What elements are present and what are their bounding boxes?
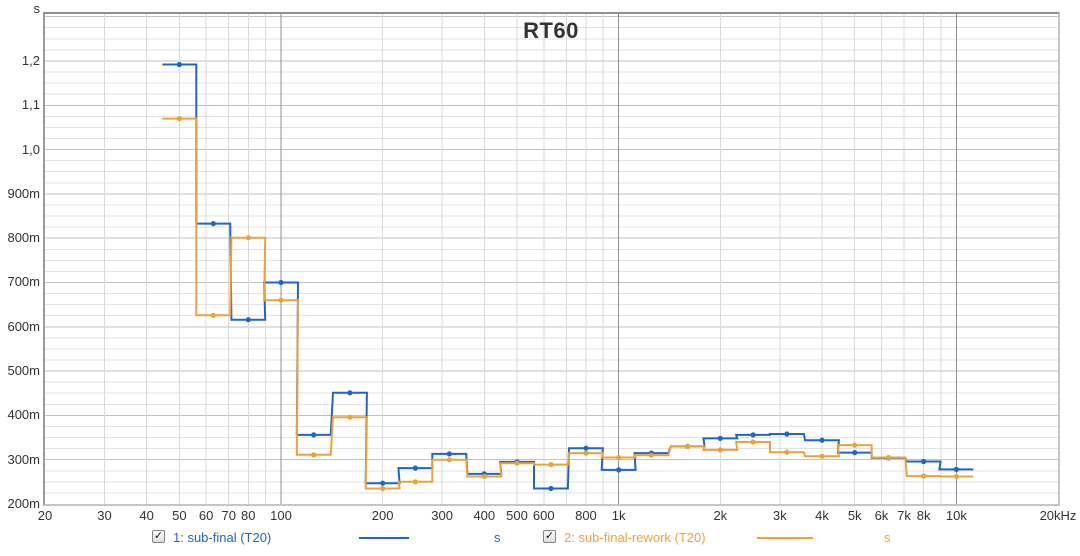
x-tick-label: 800 — [575, 508, 597, 523]
y-tick-label: 900m — [7, 185, 40, 201]
x-tick-label: 600 — [532, 508, 555, 523]
y-tick-label: 1,1 — [21, 97, 40, 113]
y-tick-label: 400m — [7, 407, 40, 423]
y-axis-unit-label: s — [33, 1, 41, 16]
legend: ✓ 1: sub-final (T20) s ✓ 2: sub-final-re… — [0, 526, 1080, 552]
legend-unit-trace1: s — [494, 530, 501, 545]
legend-label-trace1[interactable]: 1: sub-final (T20) — [173, 530, 272, 545]
x-tick-label: 60 — [198, 508, 214, 523]
x-tick-label: 300 — [431, 508, 453, 523]
chart-title: RT60 — [523, 18, 579, 43]
y-tick-label: 1,0 — [21, 141, 40, 157]
legend-checkbox-trace1[interactable]: ✓ — [152, 530, 165, 543]
x-tick-label: 5k — [847, 508, 862, 523]
legend-line-swatch-trace2 — [757, 537, 813, 539]
x-tick-label: 7k — [897, 508, 911, 523]
legend-unit-trace2: s — [884, 530, 891, 545]
x-tick-label: 30 — [97, 508, 112, 523]
y-tick-label: 200m — [7, 496, 40, 511]
x-tick-label: 8k — [916, 508, 931, 523]
x-tick-label: 4k — [815, 508, 829, 523]
x-tick-label: 20 — [37, 508, 53, 523]
legend-checkbox-trace2[interactable]: ✓ — [543, 530, 556, 543]
y-tick-label: 500m — [7, 363, 40, 379]
rt60-chart-svg[interactable] — [45, 14, 1058, 504]
x-tick-label: 200 — [371, 508, 394, 523]
x-tick-label: 70 — [221, 508, 236, 523]
legend-label-trace2[interactable]: 2: sub-final-rework (T20) — [564, 530, 706, 545]
x-tick-label: 6k — [874, 508, 889, 523]
y-tick-label: 700m — [7, 274, 40, 290]
y-tick-label: 600m — [7, 318, 40, 334]
legend-line-swatch-trace1 — [359, 537, 409, 539]
x-tick-label: 20kHz — [1039, 508, 1077, 523]
x-tick-label: 40 — [139, 508, 154, 523]
y-tick-label: 800m — [7, 230, 40, 246]
x-tick-label: 400 — [473, 508, 496, 523]
x-tick-label: 2k — [713, 508, 728, 523]
x-tick-label: 500 — [506, 508, 528, 523]
x-tick-label: 10k — [945, 508, 967, 523]
x-tick-label: 100 — [270, 508, 292, 523]
y-tick-label: 300m — [7, 451, 40, 467]
plot-area[interactable] — [43, 12, 1060, 506]
x-tick-label: 1k — [611, 508, 626, 523]
x-tick-label: 80 — [241, 508, 256, 523]
x-tick-label: 50 — [172, 508, 187, 523]
y-tick-label: 1,2 — [21, 52, 40, 68]
x-tick-label: 3k — [772, 508, 787, 523]
